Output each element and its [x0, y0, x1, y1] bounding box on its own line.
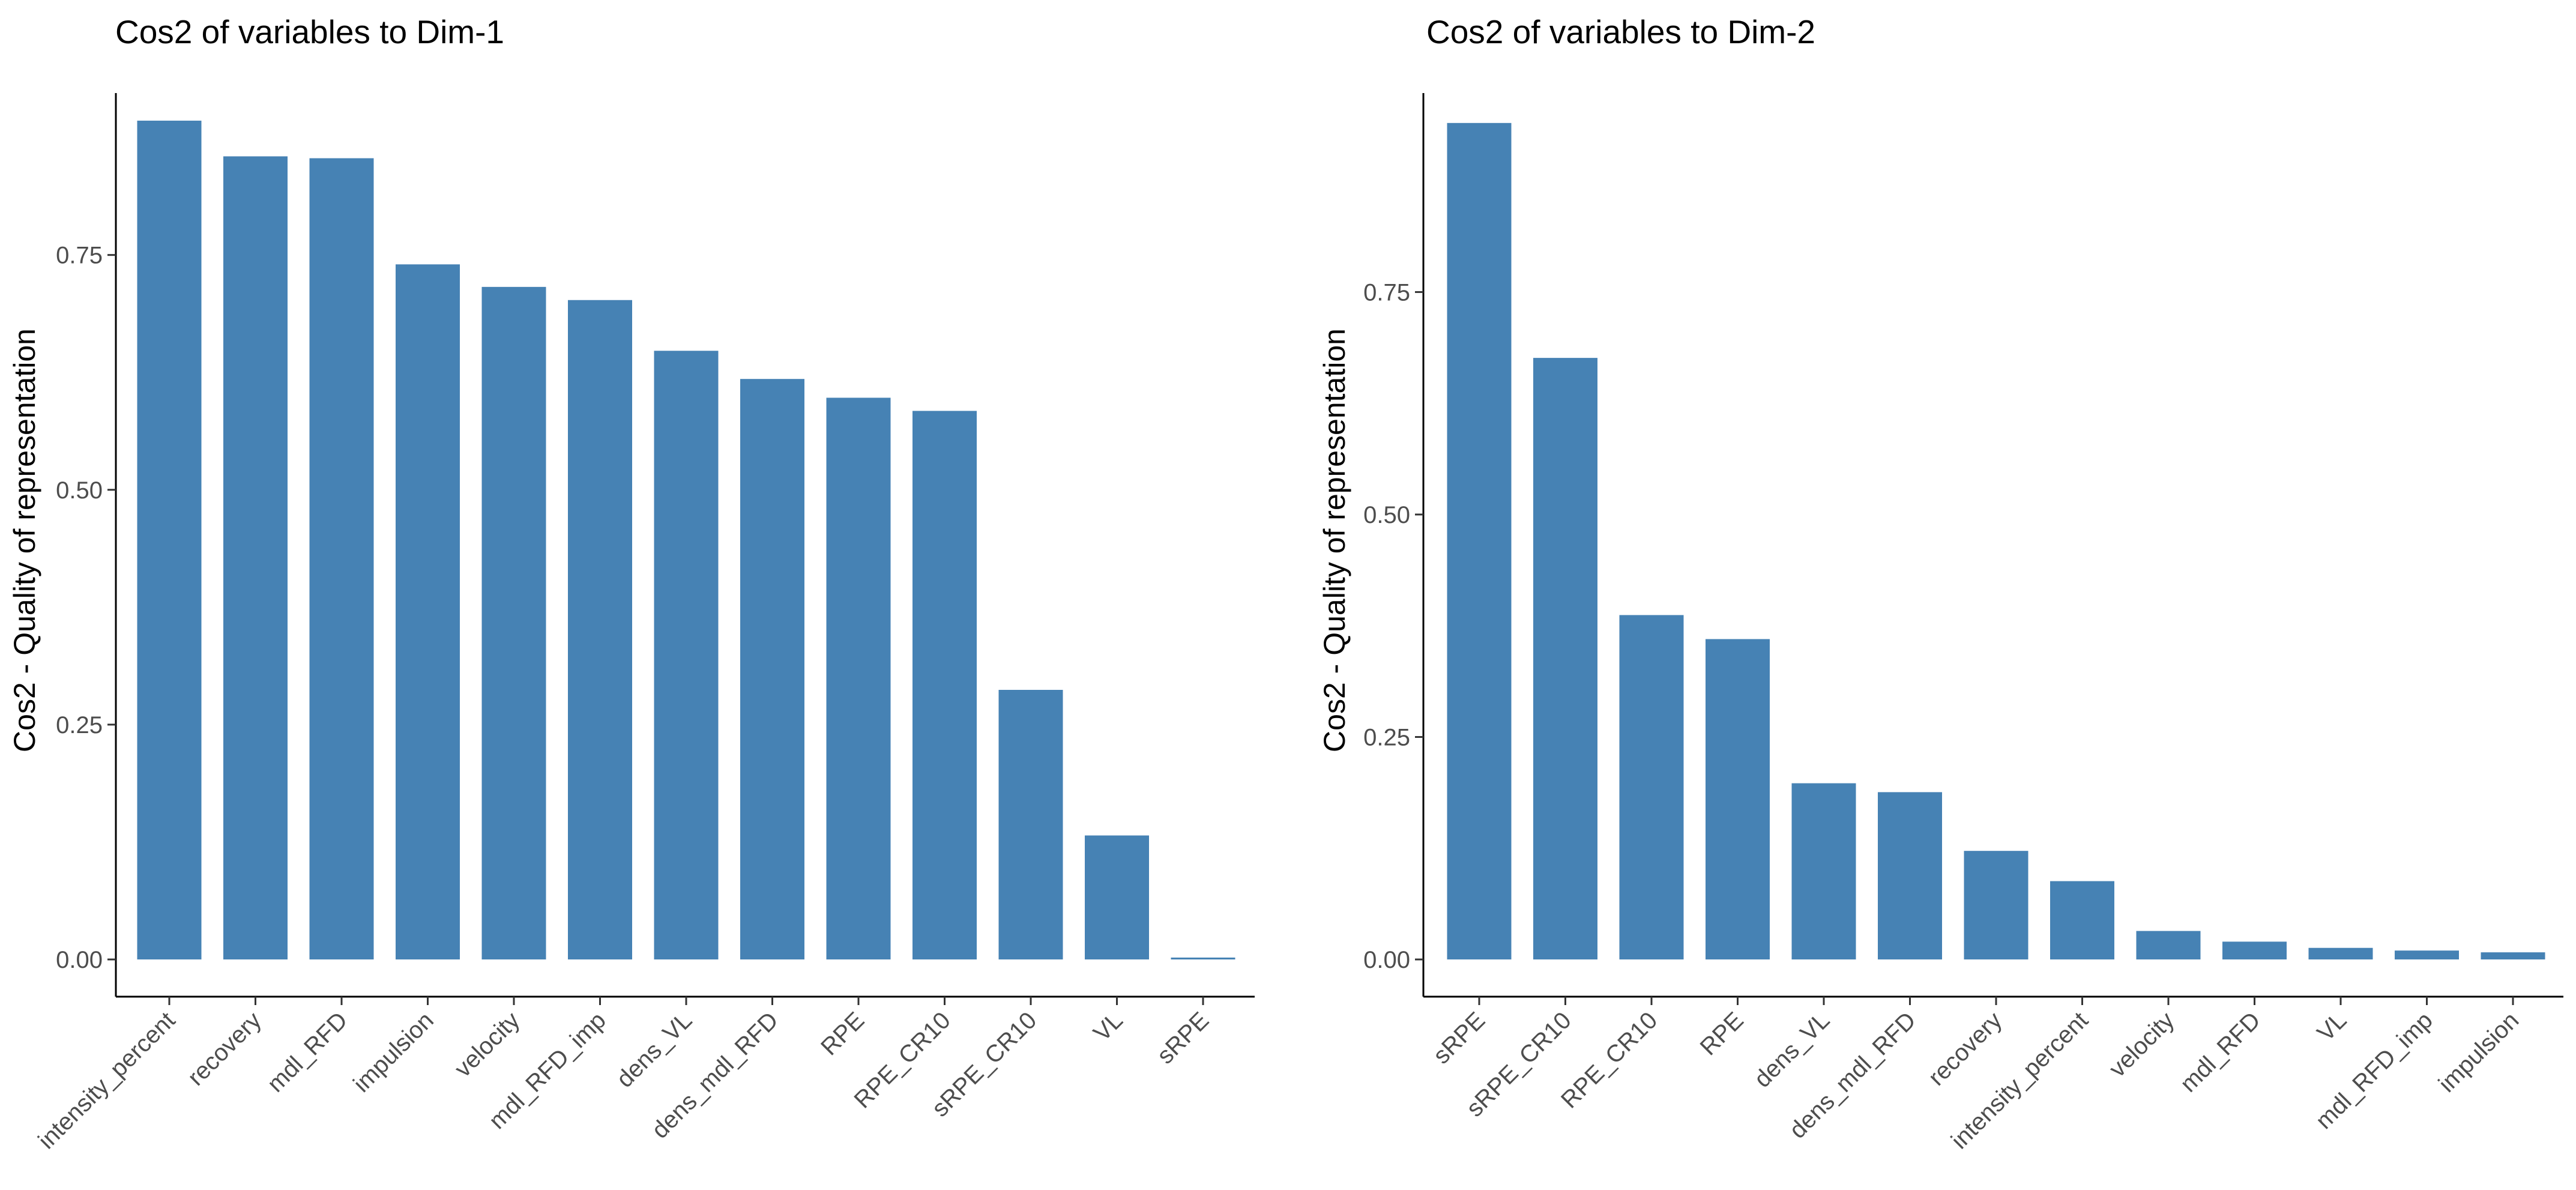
x-tick-label: dens_VL: [612, 1007, 698, 1093]
x-tick-label: RPE: [1695, 1007, 1749, 1060]
bar-RPE: [826, 397, 891, 959]
y-tick-label: 0.75: [56, 243, 103, 269]
y-tick-label: 0.25: [1363, 724, 1410, 751]
x-tick-label: recovery: [1923, 1007, 2007, 1091]
bar-impulsion: [396, 264, 460, 960]
x-tick-label: impulsion: [2434, 1007, 2524, 1098]
bar-impulsion: [2481, 952, 2545, 959]
bar-mdl_RFD_imp: [568, 300, 632, 959]
x-tick-label: intensity_percent: [33, 1007, 180, 1154]
x-tick-label: sRPE: [1152, 1007, 1214, 1069]
x-tick-label: velocity: [450, 1007, 525, 1082]
bar-sRPE: [1171, 957, 1235, 959]
y-tick-label: 0.75: [1363, 279, 1410, 306]
y-axis-label: Cos2 - Quality of representation: [1318, 328, 1351, 752]
bar-dens_VL: [654, 351, 719, 959]
y-tick-label: 0.25: [56, 712, 103, 738]
x-tick-label: mdl_RFD: [2175, 1007, 2266, 1098]
chart-panel-dim-1: Cos2 of variables to Dim-1 Cos2 - Qualit…: [8, 13, 1255, 1154]
bar-dens_mdl_RFD: [740, 379, 804, 959]
bar-intensity_percent: [137, 120, 202, 959]
x-tick-label: VL: [1088, 1007, 1128, 1047]
x-tick-label: mdl_RFD: [262, 1007, 353, 1098]
y-tick-label: 0.00: [1363, 947, 1410, 973]
bar-RPE_CR10: [1619, 615, 1684, 959]
y-tick-label: 0.50: [1363, 502, 1410, 528]
y-axis-label: Cos2 - Quality of representation: [8, 328, 41, 752]
bar-sRPE_CR10: [1533, 358, 1597, 959]
x-tick-label: impulsion: [348, 1007, 439, 1098]
bar-sRPE_CR10: [998, 690, 1063, 959]
y-tick-label: 0.00: [56, 947, 103, 973]
x-tick-label: recovery: [182, 1007, 267, 1091]
chart-panel-dim-2: Cos2 of variables to Dim-2 Cos2 - Qualit…: [1318, 13, 2563, 1154]
chart-title: Cos2 of variables to Dim-2: [1426, 13, 1815, 50]
bar-RPE: [1706, 639, 1770, 959]
x-tick-label: VL: [2312, 1007, 2352, 1047]
x-tick-label: sRPE: [1428, 1007, 1490, 1069]
bar-velocity: [481, 286, 546, 959]
x-tick-label: dens_VL: [1749, 1007, 1835, 1093]
bar-mdl_RFD: [309, 158, 374, 959]
bar-mdl_RFD_imp: [2395, 950, 2459, 959]
bar-dens_mdl_RFD: [1878, 792, 1942, 959]
bar-VL: [2308, 947, 2373, 959]
bar-intensity_percent: [2050, 881, 2114, 959]
bar-dens_VL: [1791, 783, 1856, 959]
bar-VL: [1085, 835, 1149, 959]
x-tick-label: velocity: [2104, 1007, 2179, 1082]
bar-sRPE: [1447, 122, 1512, 960]
bar-mdl_RFD: [2222, 941, 2287, 959]
y-tick-label: 0.50: [56, 477, 103, 504]
bar-recovery: [1964, 851, 2029, 959]
chart-title: Cos2 of variables to Dim-1: [115, 13, 504, 50]
bar-recovery: [223, 156, 288, 959]
bar-velocity: [2136, 931, 2201, 959]
bar-RPE_CR10: [912, 411, 977, 959]
x-tick-label: RPE: [816, 1007, 869, 1060]
